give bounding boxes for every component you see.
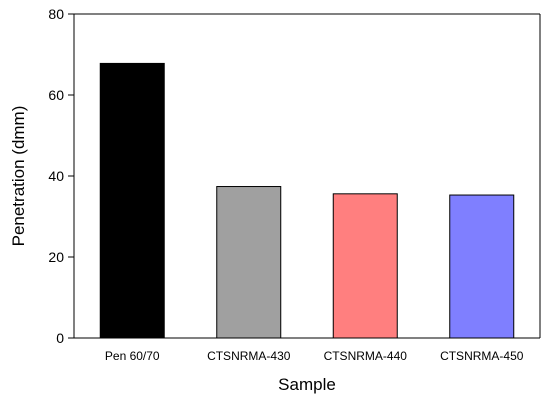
y-tick-label: 0 [56,330,64,346]
y-tick-label: 80 [48,6,64,22]
x-tick-label: CTSNRMA-450 [440,349,524,363]
bars-layer [99,62,515,339]
y-tick-label: 60 [48,87,64,103]
y-axis-title: Penetration (dmm) [9,106,28,247]
x-ticks-layer: Pen 60/70 CTSNRMA-430 CTSNRMA-440 CTSNRMA-4… [105,349,524,363]
x-tick-label: CTSNRMA-440 [324,349,408,363]
bar-1 [99,62,165,339]
bar-2 [216,186,282,339]
x-tick-label: CTSNRMA-430 [207,349,291,363]
y-tick-label: 40 [48,168,64,184]
x-axis-title: Sample [278,375,336,394]
x-tick-label: Pen 60/70 [105,349,160,363]
bar-4 [449,194,515,339]
y-ticks-layer: 0 20 40 60 80 [48,6,74,346]
bar-3 [332,193,398,339]
y-tick-label: 20 [48,249,64,265]
